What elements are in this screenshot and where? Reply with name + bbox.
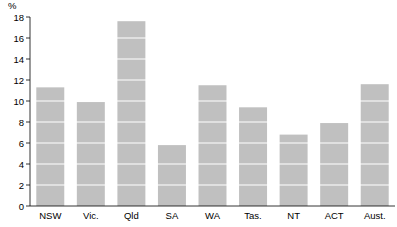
chart: 0 2 4 6 8 10 12 14 16 18 NSW Vic. Qld SA WA Tas. NT ACT Au… xyxy=(0,0,397,227)
grid-line xyxy=(30,100,395,101)
tick-mark xyxy=(26,143,30,144)
bar xyxy=(280,135,308,206)
tick-label: 18 xyxy=(13,12,24,23)
tick-mark xyxy=(26,38,30,39)
y-axis-label: % xyxy=(8,0,17,11)
grid-line xyxy=(30,163,395,164)
grid-line xyxy=(30,58,395,59)
bars xyxy=(36,21,388,206)
tick-mark xyxy=(26,59,30,60)
category-label: SA xyxy=(166,210,179,221)
category-label: NSW xyxy=(39,210,61,221)
bar xyxy=(199,85,227,206)
category-label: Aust. xyxy=(364,210,386,221)
tick-mark xyxy=(26,164,30,165)
tick-mark xyxy=(26,206,30,207)
tick-label: 12 xyxy=(13,75,24,86)
bar xyxy=(77,102,105,206)
tick-mark xyxy=(26,185,30,186)
grid-line xyxy=(30,121,395,122)
y-axis xyxy=(30,17,31,206)
tick-mark xyxy=(26,80,30,81)
category-label: WA xyxy=(205,210,221,221)
tick-label: 2 xyxy=(19,180,24,191)
category-label: Vic. xyxy=(83,210,99,221)
tick-label: 14 xyxy=(13,54,24,65)
tick-label: 10 xyxy=(13,96,24,107)
bar xyxy=(361,84,389,206)
grid-line xyxy=(30,37,395,38)
grid-line xyxy=(30,184,395,185)
bar xyxy=(158,145,186,206)
tick-label: 8 xyxy=(19,117,24,128)
x-axis xyxy=(30,206,395,207)
tick-label: 6 xyxy=(19,138,24,149)
grid-line xyxy=(30,16,395,17)
bar xyxy=(117,21,145,206)
grid-line xyxy=(30,79,395,80)
tick-mark xyxy=(26,17,30,18)
tick-mark xyxy=(26,122,30,123)
category-label: ACT xyxy=(325,210,344,221)
category-label: Qld xyxy=(124,210,139,221)
grid-line xyxy=(30,142,395,143)
tick-label: 4 xyxy=(19,159,24,170)
category-label: Tas. xyxy=(244,210,261,221)
tick-mark xyxy=(26,101,30,102)
tick-label: 16 xyxy=(13,33,24,44)
bar xyxy=(36,87,64,206)
tick-label: 0 xyxy=(19,201,24,212)
category-label: NT xyxy=(287,210,300,221)
